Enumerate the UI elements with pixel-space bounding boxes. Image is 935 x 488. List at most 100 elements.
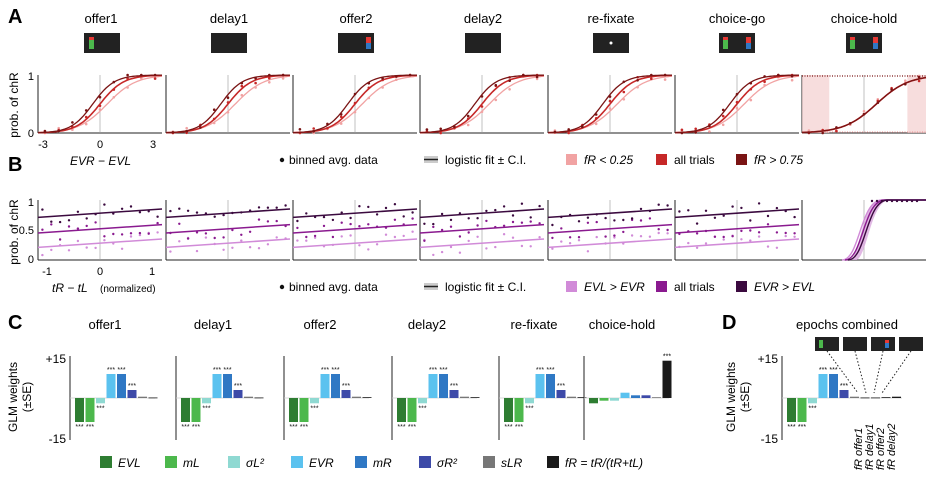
- data-point: [248, 209, 252, 212]
- data-point: [367, 82, 371, 85]
- data-point: [305, 212, 308, 215]
- data-point: [775, 206, 779, 210]
- data-point: [639, 207, 643, 211]
- fit-curve: [292, 208, 418, 219]
- significance-mark: ***: [117, 367, 125, 374]
- data-point: [41, 228, 44, 231]
- data-point: [704, 229, 708, 233]
- x-tick-label: 1: [149, 266, 155, 278]
- data-point: [622, 242, 625, 245]
- data-point: [695, 222, 699, 225]
- data-point: [275, 219, 278, 223]
- data-point: [375, 213, 379, 216]
- glm-bar: [514, 398, 524, 422]
- regressor-label: mL: [183, 456, 200, 470]
- data-point: [636, 79, 639, 82]
- data-point: [560, 240, 563, 243]
- glm-bar: [504, 398, 513, 422]
- fit-curve: [419, 208, 545, 219]
- glm-bar: [85, 398, 95, 422]
- y-tick-label: 1: [28, 197, 34, 209]
- x-axis-label-b-note: (normalized): [100, 284, 156, 295]
- legend-fit: logistic fit ± C.I.: [445, 280, 526, 294]
- glm-bar: [829, 374, 838, 398]
- glm-bar: [881, 397, 891, 398]
- data-point: [112, 242, 115, 245]
- data-point: [222, 213, 225, 217]
- data-point: [766, 223, 770, 226]
- data-point: [876, 101, 880, 104]
- data-point: [393, 218, 397, 221]
- fit-curve: [37, 238, 163, 249]
- data-point: [687, 230, 690, 233]
- psychometric-row-a: [37, 73, 927, 135]
- d-label: fR offer2: [875, 428, 887, 470]
- data-point: [204, 212, 208, 215]
- data-point: [129, 205, 133, 208]
- data-point: [680, 128, 684, 132]
- data-point: [195, 231, 199, 234]
- fit-curve: [547, 223, 673, 234]
- data-point: [212, 108, 216, 111]
- regressor-label: sLR: [501, 456, 523, 470]
- data-point: [678, 245, 681, 249]
- data-point: [722, 214, 725, 217]
- data-point: [604, 242, 607, 245]
- data-point: [178, 207, 181, 210]
- data-point: [153, 77, 157, 80]
- data-point: [835, 126, 838, 129]
- data-point: [749, 81, 753, 85]
- data-point: [275, 236, 278, 239]
- fit-curve: [165, 238, 291, 249]
- y-tick-label: 0: [28, 254, 34, 266]
- data-point: [666, 204, 669, 207]
- data-point: [340, 221, 343, 224]
- glm-bar: [439, 374, 448, 398]
- data-point: [466, 114, 470, 118]
- data-point: [749, 88, 753, 91]
- data-point: [199, 126, 202, 129]
- data-point: [147, 210, 150, 213]
- data-point: [248, 230, 252, 233]
- data-point: [848, 122, 852, 125]
- glm-bar: [535, 374, 545, 398]
- significance-mark: ***: [223, 367, 231, 374]
- data-point: [268, 73, 271, 77]
- data-point: [678, 210, 681, 213]
- data-point: [312, 130, 316, 133]
- data-point: [511, 214, 515, 217]
- data-point: [395, 75, 398, 78]
- data-point: [94, 213, 97, 216]
- data-point: [281, 73, 285, 77]
- data-point: [50, 248, 53, 252]
- data-point: [821, 131, 824, 135]
- glm-bar: [662, 360, 672, 398]
- glm-bar: [610, 398, 619, 401]
- x-axis-label-a: EVR − EVL: [70, 154, 131, 168]
- data-point: [186, 237, 190, 240]
- data-point: [393, 235, 397, 239]
- data-point: [608, 95, 612, 98]
- data-point: [226, 96, 230, 99]
- glm-bar: [641, 395, 651, 398]
- glm-bar: [331, 374, 340, 398]
- data-point: [648, 217, 652, 220]
- data-point: [721, 114, 725, 118]
- data-point: [432, 225, 435, 229]
- data-point: [76, 210, 80, 213]
- data-point: [577, 220, 581, 223]
- data-point: [538, 222, 541, 225]
- data-point: [266, 243, 270, 246]
- data-point: [367, 223, 370, 226]
- data-point: [213, 215, 216, 218]
- data-point: [213, 242, 216, 246]
- data-point: [156, 215, 159, 218]
- data-point: [915, 199, 919, 203]
- data-point: [595, 213, 598, 216]
- glm-ylabel-d: GLM weights: [724, 362, 738, 432]
- glm-bar: [556, 390, 566, 398]
- significance-mark: ***: [289, 424, 297, 431]
- data-point: [322, 224, 326, 228]
- screen-icon-refixate: [593, 33, 629, 53]
- data-point: [381, 77, 384, 80]
